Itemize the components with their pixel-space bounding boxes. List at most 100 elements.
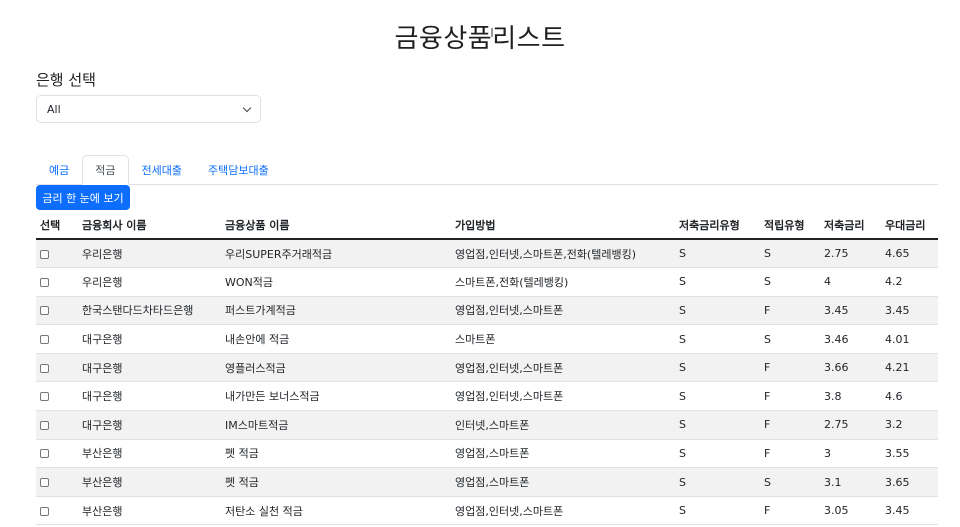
cell-join-method: 영업점,인터넷,스마트폰 [451,496,675,526]
cell-company: 대구은행 [78,381,221,412]
cell-preferential-rate: 4.65 [881,239,938,269]
cell-company: 대구은행 [78,353,221,383]
cell-select [36,496,78,526]
cell-select [36,239,78,269]
row-select-checkbox[interactable] [40,335,49,345]
cell-rate-type: S [675,439,760,469]
cell-join-method: 스마트폰 [451,324,675,354]
table-row: 부산은행 펫 적금 영업점,스마트폰 S S 3.1 3.65 [36,467,938,497]
cell-select [36,267,78,297]
cell-save-type: F [760,296,820,326]
cell-preferential-rate: 4.21 [881,353,938,383]
cell-product: 내손안에 적금 [221,324,451,354]
cell-product: 저탄소 실천 적금 [221,496,451,526]
cell-save-type: S [760,267,820,297]
cell-rate: 2.75 [820,410,881,440]
cell-join-method: 영업점,인터넷,스마트폰 [451,381,675,412]
column-header-rate: 저축금리 [820,212,881,240]
row-select-checkbox[interactable] [40,306,49,316]
column-header-save-type: 적립유형 [760,212,820,240]
page-title-part1: 금융상품 [394,24,493,54]
column-header-join-method: 가입방법 [451,212,675,240]
tab-savings[interactable]: 적금 [82,155,129,185]
cell-preferential-rate: 4.6 [881,381,938,412]
tab-deposit[interactable]: 예금 [49,164,70,177]
column-header-select: 선택 [36,212,78,240]
column-header-rate-type: 저축금리유형 [675,212,760,240]
compare-rates-button[interactable]: 금리 한 눈에 보기 [36,185,130,210]
row-select-checkbox[interactable] [40,392,49,402]
cell-join-method: 인터넷,스마트폰 [451,410,675,440]
cell-rate-type: S [675,239,760,269]
cell-rate: 3.45 [820,296,881,326]
cell-select [36,296,78,326]
cell-join-method: 스마트폰,전화(텔레뱅킹) [451,267,675,297]
cell-product: 펫 적금 [221,439,451,469]
cell-save-type: F [760,410,820,440]
cell-save-type: F [760,439,820,469]
cell-product: 내가만든 보너스적금 [221,381,451,412]
cell-preferential-rate: 3.45 [881,296,938,326]
cell-select [36,381,78,412]
row-select-checkbox[interactable] [40,478,49,488]
cell-preferential-rate: 3.45 [881,496,938,526]
cell-preferential-rate: 4.2 [881,267,938,297]
cell-save-type: F [760,353,820,383]
cell-preferential-rate: 3.2 [881,410,938,440]
cell-rate: 3.8 [820,381,881,412]
cell-join-method: 영업점,인터넷,스마트폰 [451,353,675,383]
cell-company: 한국스탠다드차타드은행 [78,296,221,326]
product-tabs: 예금 적금 전세대출 주택담보대출 [36,155,938,185]
table-row: 부산은행 저탄소 실천 적금 영업점,인터넷,스마트폰 S F 3.05 3.45 [36,496,938,526]
tab-mortgage-loan[interactable]: 주택담보대출 [207,164,269,177]
bank-select-value: All [47,102,61,116]
row-select-checkbox[interactable] [40,249,49,259]
table-body: 우리은행 우리SUPER주거래적금 영업점,인터넷,스마트폰,전화(텔레뱅킹) S S 2… [36,239,938,526]
row-select-checkbox[interactable] [40,506,49,516]
cell-rate-type: S [675,381,760,412]
tab-jeonse-loan[interactable]: 전세대출 [141,164,182,177]
page-title: 금융상품I리스트 [0,18,960,55]
cell-rate-type: S [675,410,760,440]
table-header-row: 선택 금융회사 이름 금융상품 이름 가입방법 저축금리유형 적립유형 저축금리… [36,212,938,240]
table-row: 대구은행 내손안에 적금 스마트폰 S S 3.46 4.01 [36,324,938,354]
cell-company: 우리은행 [78,267,221,297]
cell-rate: 3.05 [820,496,881,526]
table-row: 대구은행 영플러스적금 영업점,인터넷,스마트폰 S F 3.66 4.21 [36,353,938,383]
chevron-down-icon [242,103,252,112]
cell-save-type: S [760,239,820,269]
row-select-checkbox[interactable] [40,420,49,430]
table-row: 부산은행 펫 적금 영업점,스마트폰 S F 3 3.55 [36,439,938,469]
row-select-checkbox[interactable] [40,449,49,459]
cell-rate-type: S [675,296,760,326]
page-title-part2: 리스트 [492,24,566,54]
cell-select [36,439,78,469]
cell-save-type: S [760,324,820,354]
cell-rate: 3.66 [820,353,881,383]
cell-rate-type: S [675,467,760,497]
cell-rate-type: S [675,496,760,526]
bank-select[interactable]: All [36,95,261,123]
cell-rate: 3 [820,439,881,469]
cell-join-method: 영업점,인터넷,스마트폰 [451,296,675,326]
cell-select [36,467,78,497]
cell-product: IM스마트적금 [221,410,451,440]
row-select-checkbox[interactable] [40,277,49,287]
text-cursor-icon: I [490,26,495,40]
cell-select [36,410,78,440]
cell-preferential-rate: 4.01 [881,324,938,354]
table-row: 우리은행 WON적금 스마트폰,전화(텔레뱅킹) S S 4 4.2 [36,267,938,297]
table-row: 대구은행 IM스마트적금 인터넷,스마트폰 S F 2.75 3.2 [36,410,938,440]
cell-rate: 3.46 [820,324,881,354]
column-header-preferential-rate: 우대금리 [881,212,938,240]
cell-product: WON적금 [221,267,451,297]
table-row: 우리은행 우리SUPER주거래적금 영업점,인터넷,스마트폰,전화(텔레뱅킹) S S 2… [36,239,938,269]
bank-select-label: 은행 선택 [36,71,96,89]
cell-save-type: F [760,381,820,412]
cell-rate-type: S [675,324,760,354]
row-select-checkbox[interactable] [40,363,49,373]
products-table: 선택 금융회사 이름 금융상품 이름 가입방법 저축금리유형 적립유형 저축금리… [36,212,938,526]
cell-rate-type: S [675,267,760,297]
cell-company: 부산은행 [78,496,221,526]
